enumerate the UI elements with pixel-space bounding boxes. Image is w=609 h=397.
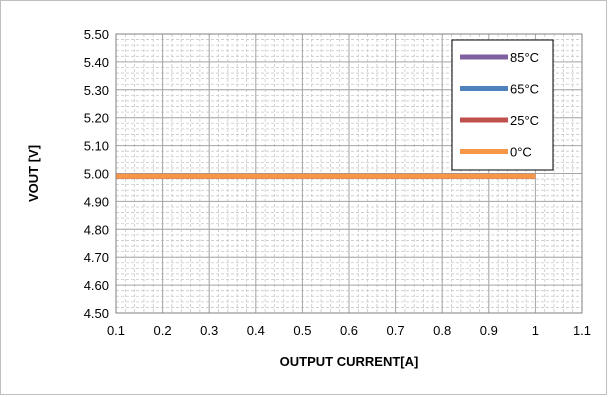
legend-label: 65°C xyxy=(510,82,539,97)
x-tick-label: 1 xyxy=(532,323,539,338)
y-tick-label: 5.00 xyxy=(84,167,109,182)
x-tick-label: 0.6 xyxy=(340,323,358,338)
y-tick-label: 4.90 xyxy=(84,194,109,209)
legend-label: 25°C xyxy=(510,113,539,128)
y-axis-label: VOUT [V] xyxy=(26,145,41,202)
legend-label: 0°C xyxy=(510,145,532,160)
x-tick-label: 0.9 xyxy=(480,323,498,338)
x-axis-label: OUTPUT CURRENT[A] xyxy=(280,354,419,369)
x-tick-label: 0.4 xyxy=(247,323,265,338)
x-tick-label: 1.1 xyxy=(573,323,591,338)
y-tick-label: 4.60 xyxy=(84,278,109,293)
x-tick-label: 0.5 xyxy=(293,323,311,338)
y-tick-label: 5.50 xyxy=(84,27,109,42)
y-tick-label: 4.70 xyxy=(84,250,109,265)
x-tick-label: 0.7 xyxy=(387,323,405,338)
x-tick-label: 0.3 xyxy=(200,323,218,338)
plot-area-border xyxy=(115,33,583,314)
legend-label: 85°C xyxy=(510,50,539,65)
y-tick-label: 5.40 xyxy=(84,55,109,70)
legend: 85°C 65°C 25°C 0°C xyxy=(451,39,554,171)
x-tick-label: 0.1 xyxy=(107,323,125,338)
y-tick-label: 5.10 xyxy=(84,139,109,154)
y-tick-label: 4.80 xyxy=(84,222,109,237)
tick-labels: 5.50 5.40 5.30 5.20 5.10 5.00 4.90 4.80 4.70 4.60… xyxy=(84,27,591,338)
x-tick-label: 0.2 xyxy=(154,323,172,338)
y-tick-label: 4.50 xyxy=(84,306,109,321)
x-tick-label: 0.8 xyxy=(433,323,451,338)
y-tick-label: 5.30 xyxy=(84,83,109,98)
y-tick-label: 5.20 xyxy=(84,111,109,126)
grid xyxy=(115,33,583,314)
legend-box xyxy=(451,39,554,171)
